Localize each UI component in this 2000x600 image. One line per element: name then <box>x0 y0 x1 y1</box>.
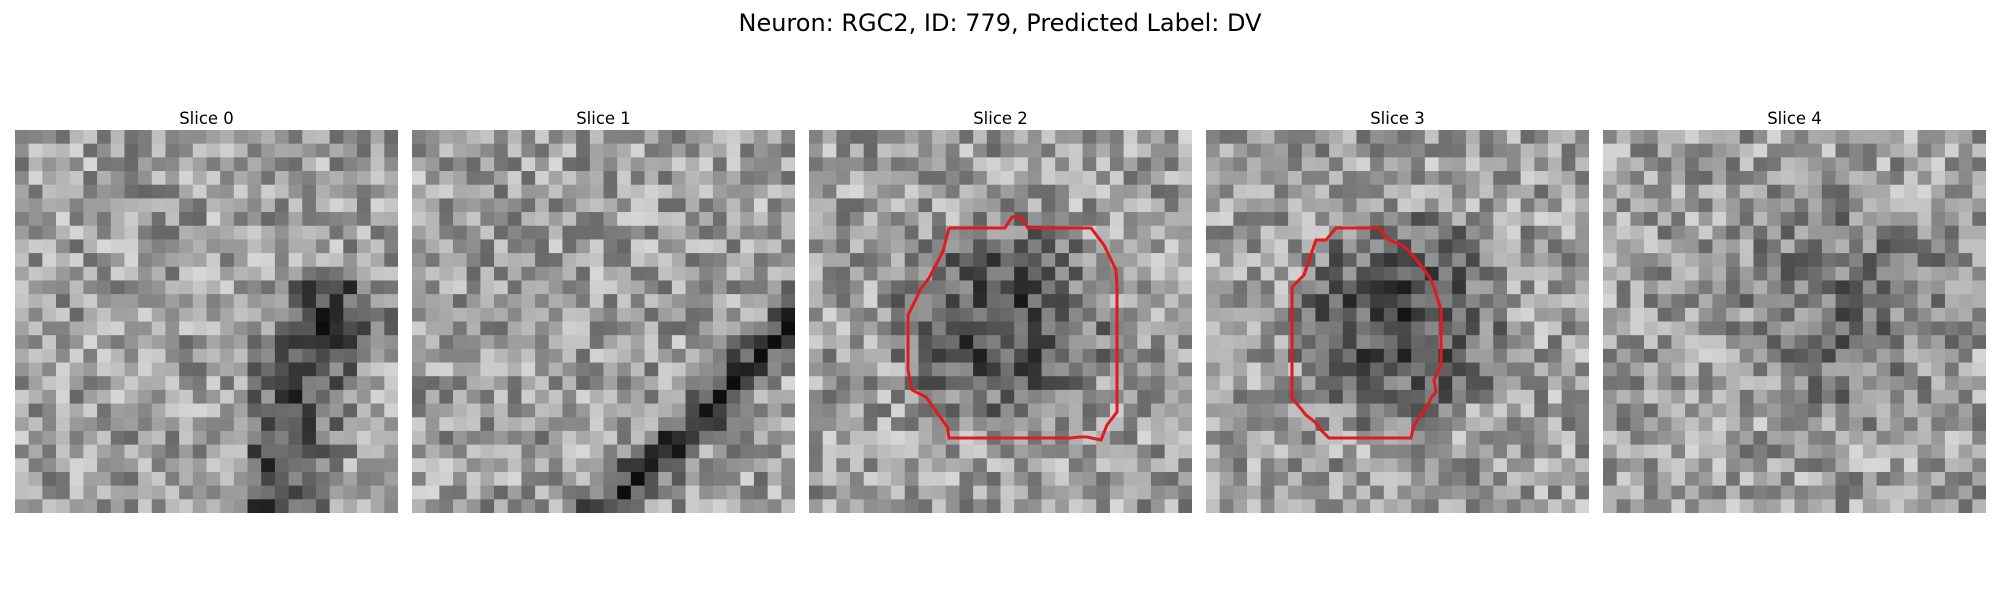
slice-image <box>1603 130 1986 513</box>
slice-image <box>1206 130 1589 513</box>
slice-image <box>15 130 398 513</box>
slice-title: Slice 1 <box>576 109 631 128</box>
slice-title: Slice 0 <box>179 109 234 128</box>
slice-title: Slice 2 <box>973 109 1028 128</box>
slice-title: Slice 3 <box>1370 109 1425 128</box>
slice-image <box>809 130 1192 513</box>
cell-contour <box>1290 226 1443 440</box>
slice-panel-3: Slice 3 <box>1206 108 1589 513</box>
cell-contour <box>906 215 1119 442</box>
slice-panel-2: Slice 2 <box>809 108 1192 513</box>
slice-panel-4: Slice 4 <box>1603 108 1986 513</box>
slice-image <box>412 130 795 513</box>
figure-title: Neuron: RGC2, ID: 779, Predicted Label: … <box>738 9 1262 37</box>
slice-panel-1: Slice 1 <box>412 108 795 513</box>
slice-panel-0: Slice 0 <box>15 108 398 513</box>
slice-title: Slice 4 <box>1767 109 1822 128</box>
